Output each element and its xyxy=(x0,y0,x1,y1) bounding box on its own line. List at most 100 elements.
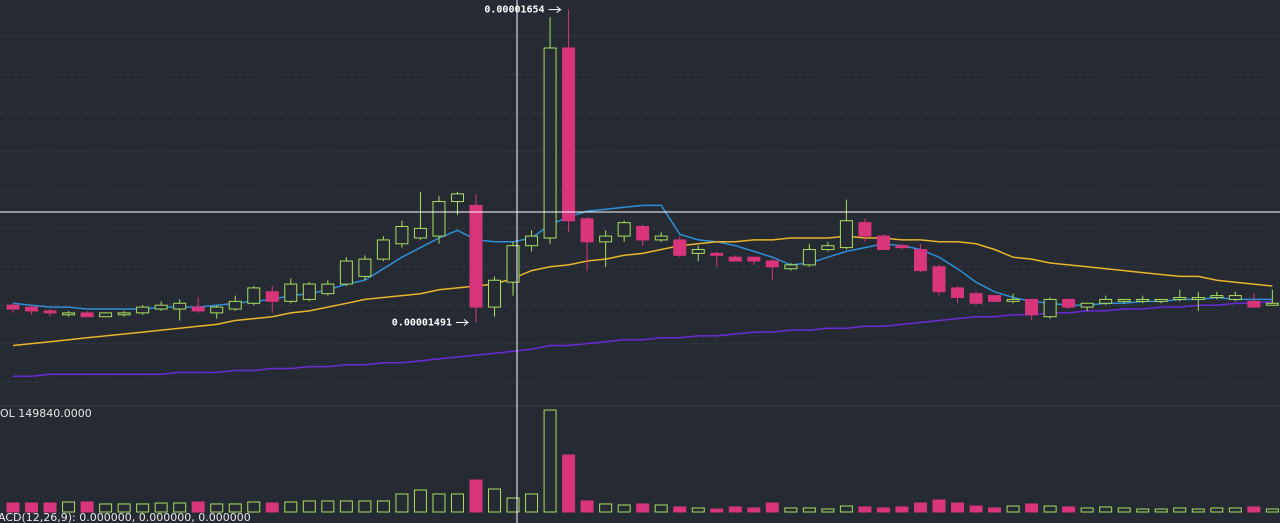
candle-body xyxy=(469,204,483,308)
candle-body xyxy=(1247,300,1261,308)
candle-body xyxy=(432,201,446,237)
volume-bar xyxy=(1006,505,1020,513)
candle-body xyxy=(1154,298,1168,302)
candle-body xyxy=(951,287,965,299)
volume-bar xyxy=(1210,507,1224,513)
candle-body xyxy=(321,283,335,295)
volume-bar xyxy=(913,502,927,513)
volume-bar xyxy=(62,501,76,513)
candle-body xyxy=(1210,295,1224,299)
volume-bar xyxy=(876,507,890,513)
candle-body xyxy=(1099,298,1113,304)
candle-body xyxy=(765,260,779,268)
candle-body xyxy=(747,256,761,262)
candle-body xyxy=(1191,297,1205,300)
volume-bar xyxy=(284,501,298,513)
volume-bar xyxy=(784,507,798,513)
volume-bar xyxy=(321,500,335,513)
indicator-line xyxy=(13,300,1273,377)
candle-body xyxy=(43,310,57,314)
candle-body xyxy=(876,235,890,251)
candle-body xyxy=(450,193,464,203)
candle-body xyxy=(1265,302,1279,306)
annotation-arrowhead xyxy=(463,319,469,326)
volume-bar xyxy=(1043,505,1057,513)
volume-bar xyxy=(1062,506,1076,513)
volume-bar xyxy=(1025,503,1039,513)
candle-body xyxy=(191,306,205,312)
candle-body xyxy=(376,239,390,260)
candle-body xyxy=(802,249,816,266)
candle-body xyxy=(654,235,668,241)
volume-bar xyxy=(599,503,613,513)
candle-body xyxy=(358,258,372,277)
macd-label: ACD(12,26,9): 0.000000, 0.000000, 0.0000… xyxy=(0,511,251,523)
candle-body xyxy=(99,312,113,318)
candle-body xyxy=(302,283,316,300)
annotations: 0.00001654 0.00001491 xyxy=(392,5,562,328)
candle-body xyxy=(543,47,557,239)
candle-body xyxy=(506,245,520,283)
candle-body xyxy=(173,302,187,310)
volume-bar xyxy=(1173,507,1187,513)
volume-bar xyxy=(562,454,576,513)
candle-body xyxy=(1136,298,1150,302)
candle-body xyxy=(265,291,279,302)
volume-bar xyxy=(654,504,668,513)
volume-bar xyxy=(1080,507,1094,513)
volume-bar xyxy=(413,489,427,513)
volume-bar xyxy=(525,493,539,513)
volume-bar xyxy=(691,507,705,513)
volume-bar xyxy=(839,505,853,513)
volume-bar xyxy=(969,505,983,513)
volume-bar xyxy=(117,503,131,513)
volume-bar xyxy=(136,503,150,513)
volume-bar xyxy=(432,493,446,513)
candle-body xyxy=(784,264,798,270)
volume-bar xyxy=(154,502,168,513)
price-annotation: 0.00001654 xyxy=(484,5,544,16)
candle-body xyxy=(210,306,224,314)
candle-body xyxy=(969,293,983,304)
volume-bar xyxy=(43,502,57,513)
price-annotation: 0.00001491 xyxy=(392,317,452,328)
volume-bar xyxy=(747,507,761,513)
candle-body xyxy=(136,306,150,314)
indicator-line xyxy=(12,235,1273,347)
candle-body xyxy=(636,225,650,241)
candle-body xyxy=(1025,298,1039,316)
volume-bar xyxy=(765,502,779,513)
volume-bar xyxy=(99,503,113,513)
volume-bar xyxy=(1117,507,1131,513)
volume-bar xyxy=(858,506,872,513)
volume-bar xyxy=(506,497,520,513)
volume-bar xyxy=(580,500,594,513)
candles xyxy=(6,9,1279,323)
candle-body xyxy=(1080,302,1094,308)
volume-bar xyxy=(376,500,390,513)
volume-bar xyxy=(358,500,372,513)
candle-body xyxy=(228,300,242,310)
candle-body xyxy=(691,249,705,254)
volume-bar xyxy=(951,502,965,513)
candle-body xyxy=(932,266,946,293)
volume-bar xyxy=(988,507,1002,513)
volume-bar xyxy=(728,506,742,513)
candle-body xyxy=(821,245,835,251)
volume-bar xyxy=(932,499,946,513)
annotation-arrowhead xyxy=(556,6,562,13)
volume-bar xyxy=(395,493,409,513)
candle-body xyxy=(25,306,39,312)
volume-bar xyxy=(265,502,279,513)
candle-body xyxy=(1228,295,1242,300)
candle-body xyxy=(117,312,131,316)
volume-bar xyxy=(450,493,464,513)
candle-body xyxy=(1062,298,1076,308)
candle-body xyxy=(580,218,594,243)
volume-bars xyxy=(6,409,1279,513)
volume-bar xyxy=(191,501,205,513)
candle-body xyxy=(895,245,909,249)
candle-body xyxy=(617,222,631,237)
